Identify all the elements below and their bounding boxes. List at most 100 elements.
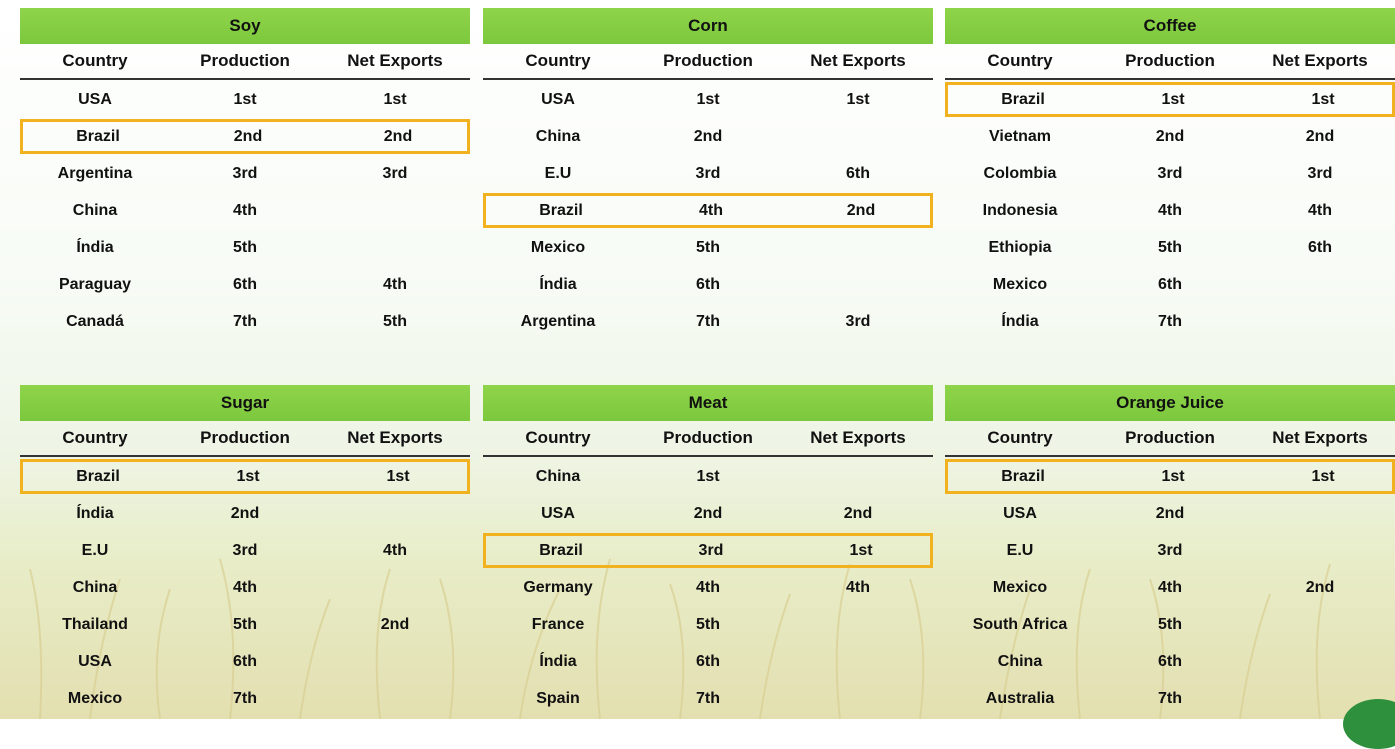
net-exports-cell: 1st	[849, 541, 873, 559]
country-cell: Índia	[76, 238, 114, 256]
country-cell: USA	[78, 652, 112, 670]
table-row: Australia 7th	[945, 681, 1395, 716]
column-headers: Country Production Net Exports	[945, 421, 1395, 457]
country-cell: Brazil	[539, 201, 583, 219]
table-row: France 5th	[483, 607, 933, 642]
net-exports-cell: 1st	[846, 90, 870, 108]
country-cell: Colombia	[983, 164, 1057, 182]
production-cell: 6th	[1158, 652, 1182, 670]
country-cell: Ethiopia	[988, 238, 1052, 256]
production-cell: 2nd	[1155, 504, 1185, 522]
table-title: Orange Juice	[945, 385, 1395, 421]
table-row: Germany 4th 4th	[483, 570, 933, 605]
net-exports-cell: 2nd	[846, 201, 876, 219]
production-cell: 7th	[233, 312, 257, 330]
table-row: USA 2nd	[945, 496, 1395, 531]
production-cell: 3rd	[695, 164, 721, 182]
table-row: Mexico 5th	[483, 230, 933, 265]
production-column-header: Production	[663, 51, 753, 70]
table-row: China 2nd	[483, 119, 933, 154]
country-cell: USA	[541, 90, 575, 108]
production-cell: 5th	[696, 238, 720, 256]
country-cell: Indonesia	[982, 201, 1058, 219]
table-row: Argentina 7th 3rd	[483, 304, 933, 339]
highlighted-table-row: Brazil 2nd 2nd	[20, 119, 470, 154]
production-cell: 2nd	[230, 504, 260, 522]
table-row: Colombia 3rd 3rd	[945, 156, 1395, 191]
net-exports-column-header: Net Exports	[810, 51, 906, 70]
country-cell: South Africa	[972, 615, 1068, 633]
country-cell: Brazil	[1001, 90, 1045, 108]
production-cell: 1st	[236, 467, 260, 485]
country-cell: Vietnam	[989, 127, 1051, 145]
production-cell: 7th	[1158, 312, 1182, 330]
table-row: Vietnam 2nd 2nd	[945, 119, 1395, 154]
net-exports-column-header: Net Exports	[347, 51, 443, 70]
net-exports-cell: 1st	[1311, 90, 1335, 108]
table-row: USA 1st 1st	[483, 82, 933, 117]
production-column-header: Production	[1125, 428, 1215, 447]
net-exports-cell: 6th	[1308, 238, 1332, 256]
production-cell: 4th	[696, 578, 720, 596]
table-title: Corn	[483, 8, 933, 44]
production-column-header: Production	[200, 428, 290, 447]
table-row: Mexico 6th	[945, 267, 1395, 302]
production-column-header: Production	[200, 51, 290, 70]
table-row: Mexico 4th 2nd	[945, 570, 1395, 605]
production-cell: 6th	[696, 275, 720, 293]
country-cell: Thailand	[62, 615, 128, 633]
production-cell: 1st	[1161, 467, 1185, 485]
country-column-header: Country	[987, 51, 1053, 70]
corner-logo-shape	[1343, 699, 1395, 749]
table-row: Índia 7th	[945, 304, 1395, 339]
production-cell: 2nd	[693, 127, 723, 145]
production-column-header: Production	[1125, 51, 1215, 70]
country-cell: Australia	[985, 689, 1055, 707]
table-row: China 1st	[483, 459, 933, 494]
net-exports-cell: 2nd	[380, 615, 410, 633]
highlighted-table-row: Brazil 1st 1st	[945, 459, 1395, 494]
table-coffee: Coffee Country Production Net Exports Brazil…	[945, 8, 1395, 339]
table-row: E.U 3rd 4th	[20, 533, 470, 568]
net-exports-cell: 2nd	[843, 504, 873, 522]
table-soy: Soy Country Production Net Exports USA 1st 1st…	[20, 8, 470, 339]
production-cell: 4th	[233, 578, 257, 596]
country-cell: Mexico	[992, 578, 1048, 596]
highlighted-table-row: Brazil 1st 1st	[20, 459, 470, 494]
net-exports-cell: 2nd	[1305, 578, 1335, 596]
production-cell: 4th	[699, 201, 723, 219]
net-exports-cell: 1st	[386, 467, 410, 485]
net-exports-column-header: Net Exports	[347, 428, 443, 447]
country-cell: Brazil	[76, 467, 120, 485]
table-row: China 4th	[20, 570, 470, 605]
production-cell: 2nd	[233, 127, 263, 145]
country-cell: Germany	[523, 578, 593, 596]
net-exports-cell: 4th	[1308, 201, 1332, 219]
production-cell: 2nd	[1155, 127, 1185, 145]
net-exports-cell: 1st	[383, 90, 407, 108]
country-cell: China	[997, 652, 1043, 670]
country-cell: Mexico	[67, 689, 123, 707]
table-row: South Africa 5th	[945, 607, 1395, 642]
net-exports-cell: 4th	[383, 541, 407, 559]
country-cell: Spain	[536, 689, 580, 707]
production-cell: 3rd	[232, 541, 258, 559]
country-cell: China	[535, 127, 581, 145]
column-headers: Country Production Net Exports	[20, 421, 470, 457]
country-cell: Brazil	[1001, 467, 1045, 485]
table-row: USA 1st 1st	[20, 82, 470, 117]
column-headers: Country Production Net Exports	[945, 44, 1395, 80]
country-column-header: Country	[62, 51, 128, 70]
country-cell: Argentina	[57, 164, 133, 182]
country-cell: Brazil	[76, 127, 120, 145]
country-column-header: Country	[525, 428, 591, 447]
production-cell: 5th	[1158, 615, 1182, 633]
net-exports-cell: 3rd	[845, 312, 871, 330]
country-cell: USA	[78, 90, 112, 108]
table-row: Índia 6th	[483, 267, 933, 302]
net-exports-cell: 4th	[846, 578, 870, 596]
table-row: Ethiopia 5th 6th	[945, 230, 1395, 265]
net-exports-column-header: Net Exports	[1272, 428, 1368, 447]
highlighted-table-row: Brazil 1st 1st	[945, 82, 1395, 117]
production-cell: 2nd	[693, 504, 723, 522]
